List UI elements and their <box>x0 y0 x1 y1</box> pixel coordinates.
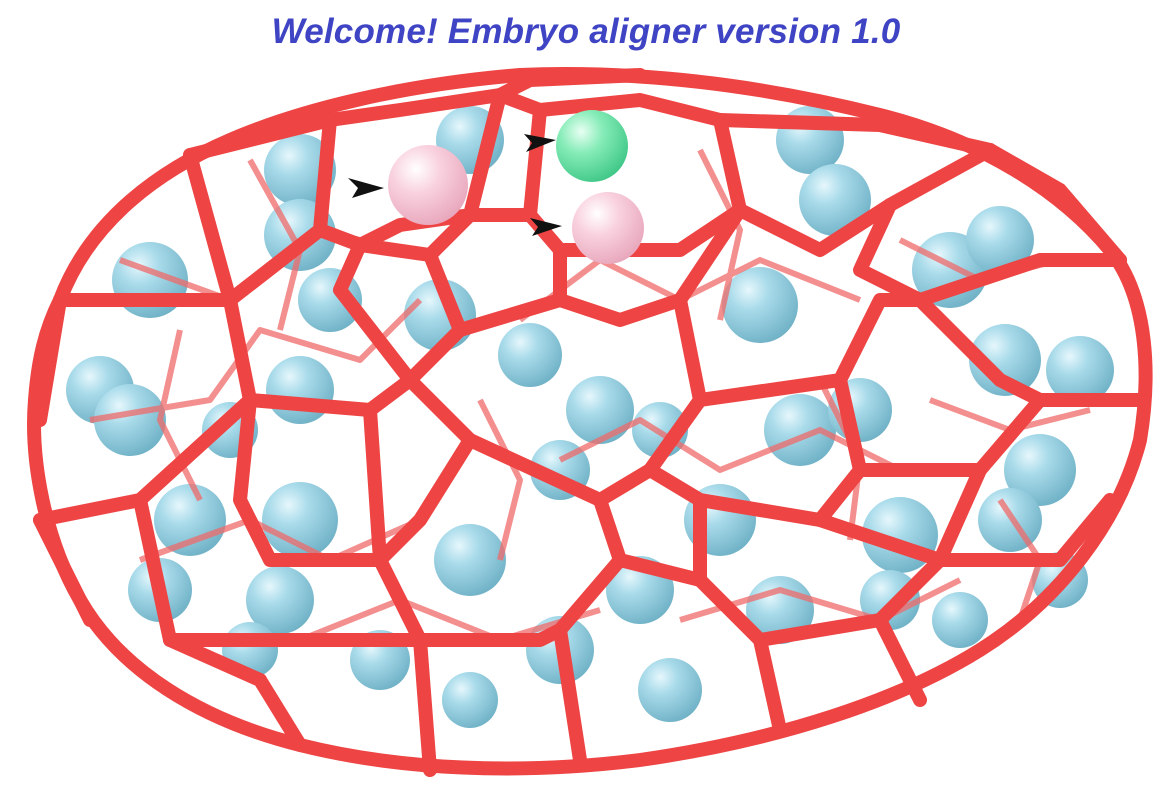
nucleus-sphere <box>154 484 226 556</box>
nucleus-sphere <box>1004 434 1076 506</box>
arrowhead-marker-icon <box>348 178 384 198</box>
arrowhead-marker-icon <box>530 218 562 236</box>
nucleus-sphere <box>969 324 1041 396</box>
highlight-pink-nucleus-2 <box>572 192 644 264</box>
nucleus-sphere <box>566 376 634 444</box>
highlight-pink-nucleus <box>388 145 468 225</box>
nucleus-sphere <box>722 267 798 343</box>
nucleus-sphere <box>434 524 506 596</box>
nucleus-sphere <box>262 482 338 558</box>
nucleus-sphere <box>932 592 988 648</box>
highlight-green-nucleus <box>556 110 628 182</box>
nucleus-sphere <box>266 356 334 424</box>
nucleus-sphere <box>94 384 166 456</box>
nucleus-sphere <box>1046 336 1114 404</box>
arrowhead-marker-icon <box>524 134 556 152</box>
nucleus-sphere <box>442 672 498 728</box>
highlighted-cells <box>388 110 644 264</box>
nucleus-sphere <box>966 206 1034 274</box>
nucleus-sphere <box>246 566 314 634</box>
app-title: Welcome! Embryo aligner version 1.0 <box>271 12 901 51</box>
cell-boundary-mesh <box>27 67 1153 777</box>
arrowhead-markers <box>348 134 562 236</box>
nucleus-sphere <box>638 658 702 722</box>
nucleus-sphere <box>799 164 871 236</box>
nucleus-sphere <box>498 323 562 387</box>
